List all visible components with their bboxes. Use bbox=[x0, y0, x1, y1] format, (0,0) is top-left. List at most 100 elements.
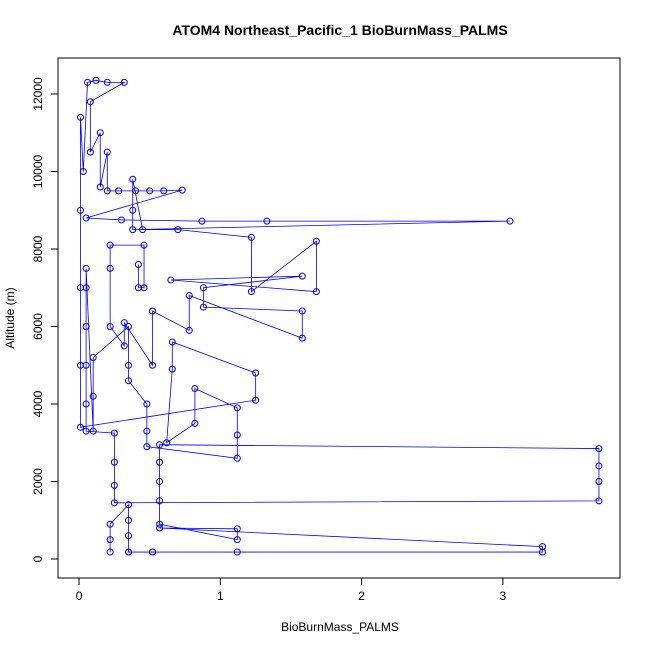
y-axis-label: Altitude (m) bbox=[3, 287, 17, 348]
data-point bbox=[86, 98, 94, 106]
x-axis-label: BioBurnMass_PALMS bbox=[281, 620, 399, 634]
y-tick-label: 0 bbox=[31, 555, 45, 562]
data-point bbox=[76, 423, 84, 431]
data-point bbox=[178, 186, 186, 194]
data-point bbox=[76, 206, 84, 214]
data-point bbox=[156, 478, 164, 486]
data-point bbox=[84, 78, 92, 86]
data-point bbox=[252, 396, 260, 404]
data-point bbox=[106, 536, 114, 544]
data-point bbox=[199, 284, 207, 292]
data-point bbox=[79, 168, 87, 176]
data-point bbox=[140, 241, 148, 249]
data-point bbox=[233, 536, 241, 544]
x-tick-label: 3 bbox=[500, 589, 507, 603]
data-point bbox=[233, 548, 241, 556]
data-point bbox=[76, 361, 84, 369]
data-point bbox=[538, 543, 546, 551]
data-point bbox=[233, 404, 241, 412]
data-point bbox=[82, 214, 90, 222]
data-point bbox=[160, 187, 168, 195]
data-point bbox=[134, 284, 142, 292]
data-point bbox=[167, 276, 175, 284]
data-point bbox=[134, 261, 142, 269]
data-point bbox=[86, 148, 94, 156]
data-point bbox=[129, 226, 137, 234]
chart-title: ATOM4 Northeast_Pacific_1 BioBurnMass_PA… bbox=[172, 22, 507, 38]
data-point bbox=[103, 78, 111, 86]
data-point bbox=[124, 532, 132, 540]
y-tick-label: 8000 bbox=[31, 235, 45, 262]
data-point bbox=[117, 216, 125, 224]
data-point bbox=[124, 361, 132, 369]
data-point bbox=[124, 548, 132, 556]
x-tick-label: 0 bbox=[76, 589, 83, 603]
data-point bbox=[174, 226, 182, 234]
data-point bbox=[595, 462, 603, 470]
data-point bbox=[595, 478, 603, 486]
data-point bbox=[124, 516, 132, 524]
data-point bbox=[312, 237, 320, 245]
data-point bbox=[168, 338, 176, 346]
data-point bbox=[110, 481, 118, 489]
data-point bbox=[120, 78, 128, 86]
plot-frame bbox=[57, 57, 621, 579]
data-point bbox=[156, 524, 164, 532]
data-point bbox=[110, 458, 118, 466]
data-point bbox=[103, 187, 111, 195]
data-point bbox=[129, 175, 137, 183]
data-point bbox=[298, 307, 306, 315]
data-point bbox=[233, 454, 241, 462]
data-point bbox=[149, 307, 157, 315]
data-point bbox=[110, 429, 118, 437]
data-point bbox=[124, 323, 132, 331]
data-point bbox=[76, 284, 84, 292]
data-point bbox=[298, 272, 306, 280]
data-point bbox=[106, 548, 114, 556]
data-point bbox=[129, 206, 137, 214]
data-point bbox=[110, 499, 118, 507]
data-point bbox=[106, 520, 114, 528]
data-line bbox=[80, 80, 600, 553]
y-tick-label: 10000 bbox=[31, 154, 45, 188]
data-point bbox=[185, 326, 193, 334]
data-point bbox=[156, 441, 164, 449]
data-point bbox=[149, 361, 157, 369]
data-point bbox=[103, 148, 111, 156]
data-point bbox=[198, 217, 206, 225]
data-point bbox=[595, 445, 603, 453]
data-point bbox=[106, 241, 114, 249]
y-tick-label: 6000 bbox=[31, 313, 45, 340]
data-point bbox=[156, 458, 164, 466]
data-point bbox=[156, 520, 164, 528]
data-point bbox=[506, 217, 514, 225]
data-point bbox=[156, 497, 164, 505]
y-tick-label: 4000 bbox=[31, 390, 45, 417]
data-point bbox=[298, 334, 306, 342]
y-tick-label: 12000 bbox=[31, 77, 45, 111]
data-point bbox=[82, 400, 90, 408]
data-point bbox=[124, 501, 132, 509]
data-point bbox=[143, 427, 151, 435]
data-point bbox=[185, 292, 193, 300]
data-point bbox=[76, 113, 84, 121]
data-point bbox=[89, 354, 97, 362]
data-point bbox=[247, 288, 255, 296]
data-point bbox=[143, 400, 151, 408]
data-point bbox=[191, 419, 199, 427]
data-point bbox=[106, 264, 114, 272]
data-point bbox=[89, 392, 97, 400]
data-point bbox=[106, 323, 114, 331]
data-point bbox=[124, 377, 132, 385]
data-point bbox=[168, 365, 176, 373]
data-point bbox=[82, 427, 90, 435]
y-tick-label: 2000 bbox=[31, 468, 45, 495]
data-point bbox=[120, 342, 128, 350]
data-point bbox=[82, 323, 90, 331]
data-point bbox=[120, 319, 128, 327]
data-point bbox=[233, 525, 241, 533]
data-point bbox=[263, 217, 271, 225]
x-tick-label: 1 bbox=[217, 589, 224, 603]
data-point bbox=[233, 431, 241, 439]
data-point bbox=[143, 443, 151, 451]
